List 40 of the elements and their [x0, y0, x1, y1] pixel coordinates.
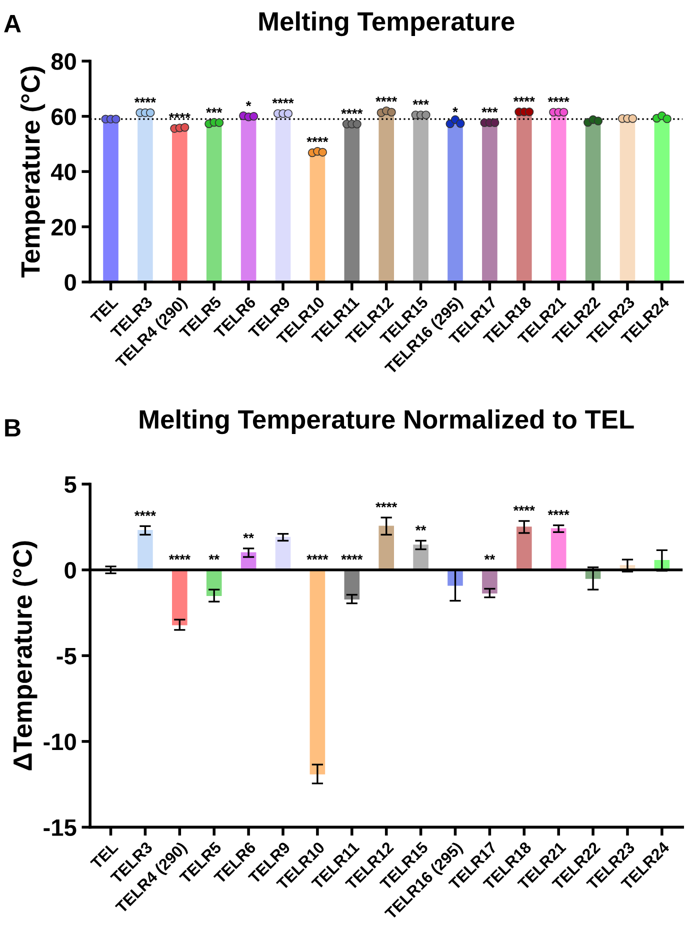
data-label: ****: [376, 96, 398, 102]
y-axis-title: ΔTemperature (°C): [12, 541, 38, 770]
data-label: ***: [412, 100, 429, 105]
y-tick-label: 40: [50, 164, 76, 180]
chart-title: Melting Temperature: [259, 11, 514, 36]
data-label: ****: [341, 554, 363, 560]
y-tick-label: 60: [52, 108, 76, 126]
data-label: ****: [134, 98, 156, 103]
y-tick-label: -15: [44, 820, 76, 836]
data-label: ****: [513, 96, 535, 102]
data-label: ****: [306, 554, 328, 560]
text: A: [4, 15, 21, 32]
text: B: [5, 419, 20, 436]
data-label: **: [484, 554, 496, 560]
data-label: ****: [306, 137, 328, 142]
y-tick-label: -5: [56, 648, 76, 664]
data-label: ****: [134, 510, 156, 516]
data-label: ****: [548, 510, 570, 516]
y-tick-label: 20: [51, 218, 76, 236]
y-tick-label: 5: [64, 476, 76, 493]
data-label: ****: [168, 112, 190, 118]
data-label: **: [415, 525, 426, 531]
data-label: ***: [206, 108, 222, 113]
data-label: ***: [482, 107, 498, 113]
data-label: ****: [168, 554, 190, 560]
data-label: ****: [513, 506, 535, 511]
data-label: *: [246, 101, 252, 106]
data-label: **: [243, 533, 254, 538]
data-label: ****: [376, 502, 398, 508]
data-label: ****: [548, 96, 570, 102]
data-label: ****: [341, 108, 363, 114]
data-label: *: [452, 107, 458, 112]
y-axis-title: Temperature (°C): [20, 66, 46, 278]
y-tick-label: -10: [44, 733, 76, 750]
chart-title: Melting Temperature Normalized to TEL: [140, 409, 634, 434]
y-tick-label: 0: [64, 562, 76, 579]
data-label: ****: [272, 98, 294, 104]
data-label: **: [208, 554, 220, 560]
y-tick-label: 80: [51, 53, 76, 70]
y-tick-label: 0: [64, 274, 76, 291]
